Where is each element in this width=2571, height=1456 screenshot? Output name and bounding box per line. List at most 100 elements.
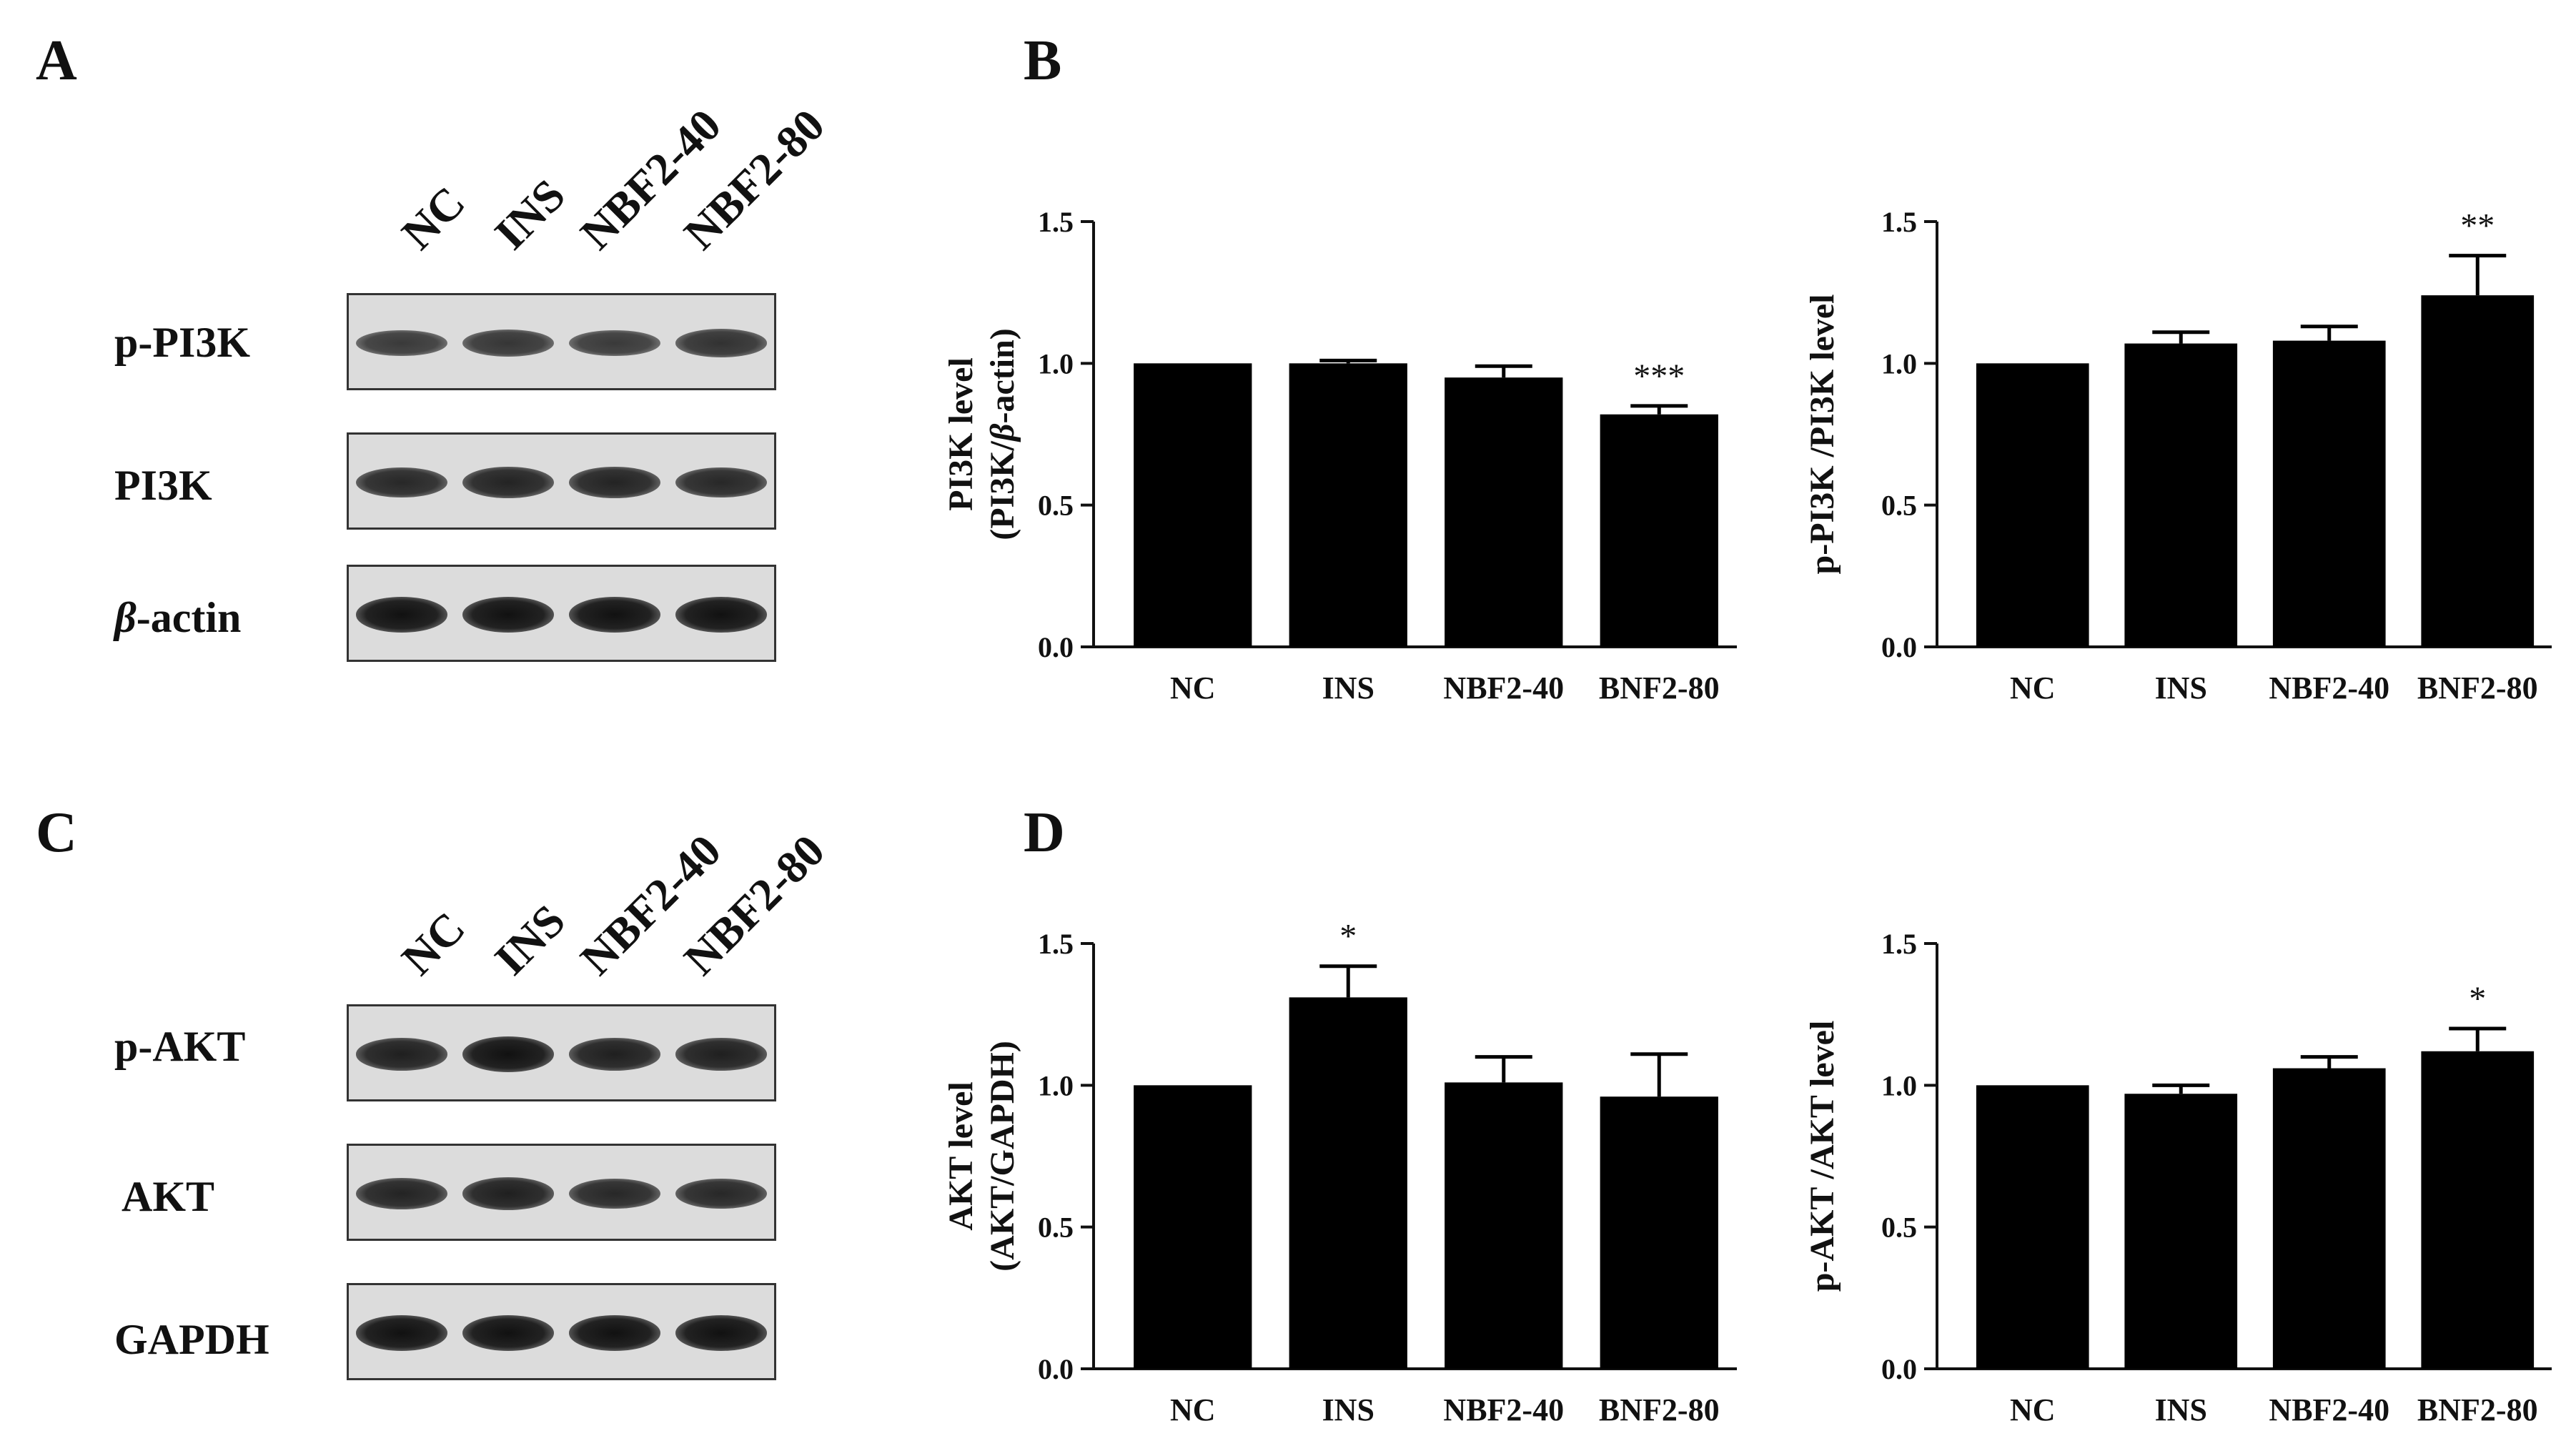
blot-band [462, 1177, 555, 1210]
blot-band [356, 1178, 448, 1209]
x-tick-label: NC [1170, 670, 1216, 705]
bar-chart-p-akt-ratio: 0.0 0.5 1.0 1.5 p-AKT /AKT level NC INS NBF2-40… [1803, 928, 2552, 1427]
y-tick-label: 0.5 [1038, 1212, 1074, 1244]
y-tick-label: 0.5 [1881, 1212, 1917, 1244]
blot-strip-gapdh [347, 1283, 776, 1380]
x-tick-label: NC [1170, 1392, 1216, 1427]
bar [1976, 363, 2089, 647]
blot-band [356, 597, 448, 633]
blot-row-label: β-actin [114, 594, 242, 641]
significance-marker: ** [2460, 207, 2495, 245]
blot-band [462, 1036, 555, 1072]
bar [2124, 1094, 2238, 1369]
y-tick-label: 0.0 [1038, 631, 1074, 663]
y-axis-label: p-PI3K /PI3K level [1803, 294, 1841, 575]
y-tick-label: 0.0 [1038, 1353, 1074, 1385]
x-tick-label: NC [2010, 1392, 2056, 1427]
blot-band [568, 1315, 660, 1351]
panel-letter-b: B [1024, 29, 1062, 92]
bar [1289, 363, 1407, 647]
bar-chart-p-pi3k-ratio: 0.0 0.5 1.0 1.5 p-PI3K /PI3K level NC INS NBF2-… [1803, 206, 2552, 705]
bar [1445, 377, 1563, 647]
blot-band [568, 1038, 660, 1071]
y-tick-label: 1.5 [1038, 928, 1074, 960]
y-tick-label: 0.0 [1881, 1353, 1917, 1385]
y-tick-label: 1.0 [1038, 347, 1074, 380]
x-tick-label: INS [2155, 1392, 2207, 1427]
bar [1134, 1085, 1252, 1369]
panel-letter-c: C [36, 801, 77, 864]
bar-chart-akt-level: 0.0 0.5 1.0 1.5 AKT level (AKT/GAPDH) NC * INS NB… [942, 918, 1737, 1427]
blot-band [462, 1315, 555, 1351]
blot-band [356, 467, 448, 498]
blot-band [462, 330, 555, 357]
blot-strip-p-akt [347, 1004, 776, 1101]
x-tick-label: NBF2-40 [2269, 670, 2389, 705]
bar [2272, 340, 2386, 647]
x-tick-label: INS [1322, 670, 1374, 705]
x-tick-label: BNF2-80 [1599, 670, 1720, 705]
x-tick-label: INS [1322, 1392, 1374, 1427]
lane-label: NC [392, 902, 475, 985]
bar [2272, 1068, 2386, 1369]
blot-band [462, 467, 555, 498]
y-tick-label: 0.5 [1038, 490, 1074, 522]
y-tick-label: 1.0 [1881, 1069, 1917, 1101]
y-tick-label: 1.0 [1881, 347, 1917, 380]
blot-band [568, 597, 660, 633]
x-tick-label: INS [2155, 670, 2207, 705]
blot-band [675, 1315, 767, 1351]
lane-label: INS [485, 169, 575, 259]
blot-band [675, 1038, 767, 1071]
bar [1976, 1085, 2089, 1369]
y-tick-label: 0.5 [1881, 490, 1917, 522]
blot-band [675, 597, 767, 633]
blot-row-label: GAPDH [114, 1316, 269, 1363]
blot-row-label: PI3K [114, 462, 212, 509]
significance-marker: * [2469, 980, 2486, 1018]
blot-band [356, 330, 448, 357]
y-tick-label: 1.5 [1038, 206, 1074, 238]
bar [1445, 1082, 1563, 1369]
blot-strip-p-pi3k [347, 293, 776, 390]
x-tick-label: NBF2-40 [2269, 1392, 2389, 1427]
blot-strip-akt [347, 1144, 776, 1241]
panel-letter-d: D [1024, 801, 1065, 864]
significance-marker: *** [1633, 357, 1685, 395]
y-tick-label: 0.0 [1881, 631, 1917, 663]
y-tick-label: 1.5 [1881, 206, 1917, 238]
blot-band [356, 1315, 448, 1351]
blot-band [568, 330, 660, 357]
blot-band [356, 1038, 448, 1071]
blot-row-label: p-AKT [114, 1023, 246, 1070]
x-tick-label: BNF2-80 [2417, 670, 2538, 705]
y-tick-label: 1.5 [1881, 928, 1917, 960]
blot-strip-beta-actin [347, 565, 776, 662]
bar [2421, 295, 2535, 647]
x-tick-label: BNF2-80 [1599, 1392, 1720, 1427]
blot-band [568, 467, 660, 498]
x-tick-label: NC [2010, 670, 2056, 705]
blot-band [675, 329, 767, 357]
x-tick-label: BNF2-80 [2417, 1392, 2538, 1427]
y-axis-label: p-AKT /AKT level [1803, 1021, 1841, 1292]
blot-strip-pi3k [347, 432, 776, 530]
panel-letter-a: A [36, 29, 77, 92]
bar-chart-pi3k-level: 0.0 0.5 1.0 1.5 PI3K level (PI3K/β-actin) NC IN… [942, 206, 1737, 705]
lane-label: INS [485, 894, 575, 985]
bar [1289, 997, 1407, 1369]
significance-marker: * [1339, 918, 1357, 956]
y-tick-label: 1.0 [1038, 1069, 1074, 1101]
blot-band [462, 597, 555, 633]
y-axis-label: AKT level (AKT/GAPDH) [942, 1041, 1021, 1272]
bar [2124, 343, 2238, 647]
blot-row-label: AKT [122, 1173, 215, 1220]
x-tick-label: NBF2-40 [1443, 670, 1564, 705]
blot-band [675, 467, 767, 498]
bar [1600, 414, 1718, 647]
bar [1600, 1096, 1718, 1369]
lane-label: NC [392, 177, 475, 259]
blot-band [568, 1178, 660, 1209]
bar [1134, 363, 1252, 647]
blot-band [675, 1178, 767, 1209]
